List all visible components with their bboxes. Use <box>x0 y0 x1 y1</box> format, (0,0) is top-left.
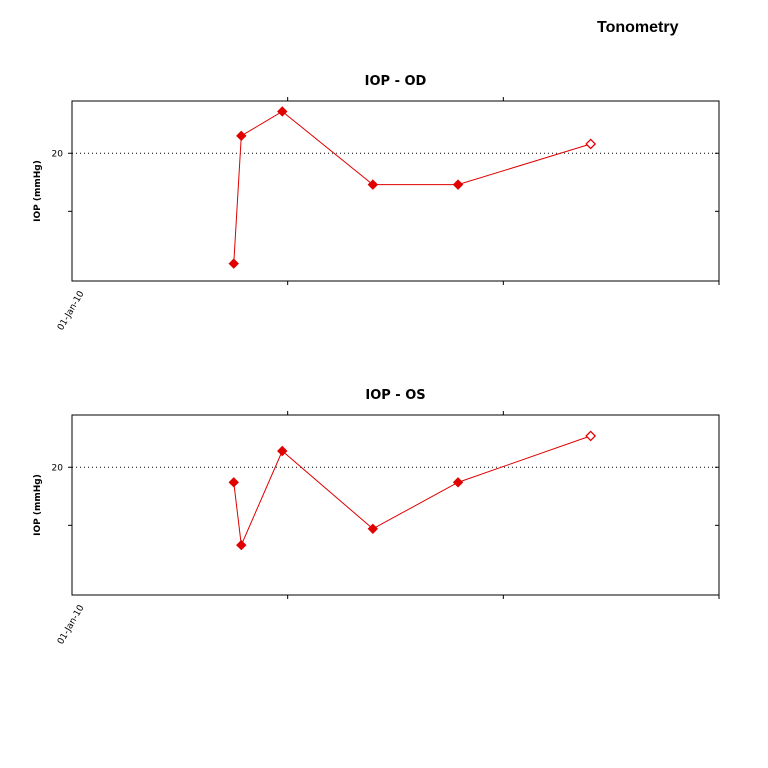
y-axis-label: IOP (mmHg) <box>33 160 43 222</box>
data-point <box>236 539 247 551</box>
data-point-open <box>585 138 597 150</box>
series-line <box>233 110 591 264</box>
data-point-open <box>585 430 597 442</box>
page-title: Tonometry <box>597 19 679 36</box>
data-point <box>277 445 288 457</box>
data-point <box>367 179 379 190</box>
plot-frame <box>71 100 720 282</box>
data-point <box>452 179 464 190</box>
data-point <box>452 477 464 488</box>
x-tick-label: 01-Jan-10 <box>56 289 87 332</box>
data-point <box>367 523 379 535</box>
data-point <box>228 258 239 269</box>
chart-title: IOP - OS <box>365 388 425 403</box>
data-point <box>228 477 239 488</box>
y-axis-label: IOP (mmHg) <box>33 474 43 536</box>
series-line <box>233 435 591 547</box>
plot-frame <box>71 414 720 596</box>
x-tick-label: 01-Jan-10 <box>56 603 87 646</box>
data-point <box>277 106 288 117</box>
chart-title: IOP - OD <box>365 74 427 89</box>
y-tick-label: 20 <box>52 463 64 473</box>
data-point <box>236 130 247 142</box>
y-tick-label: 20 <box>52 149 64 159</box>
